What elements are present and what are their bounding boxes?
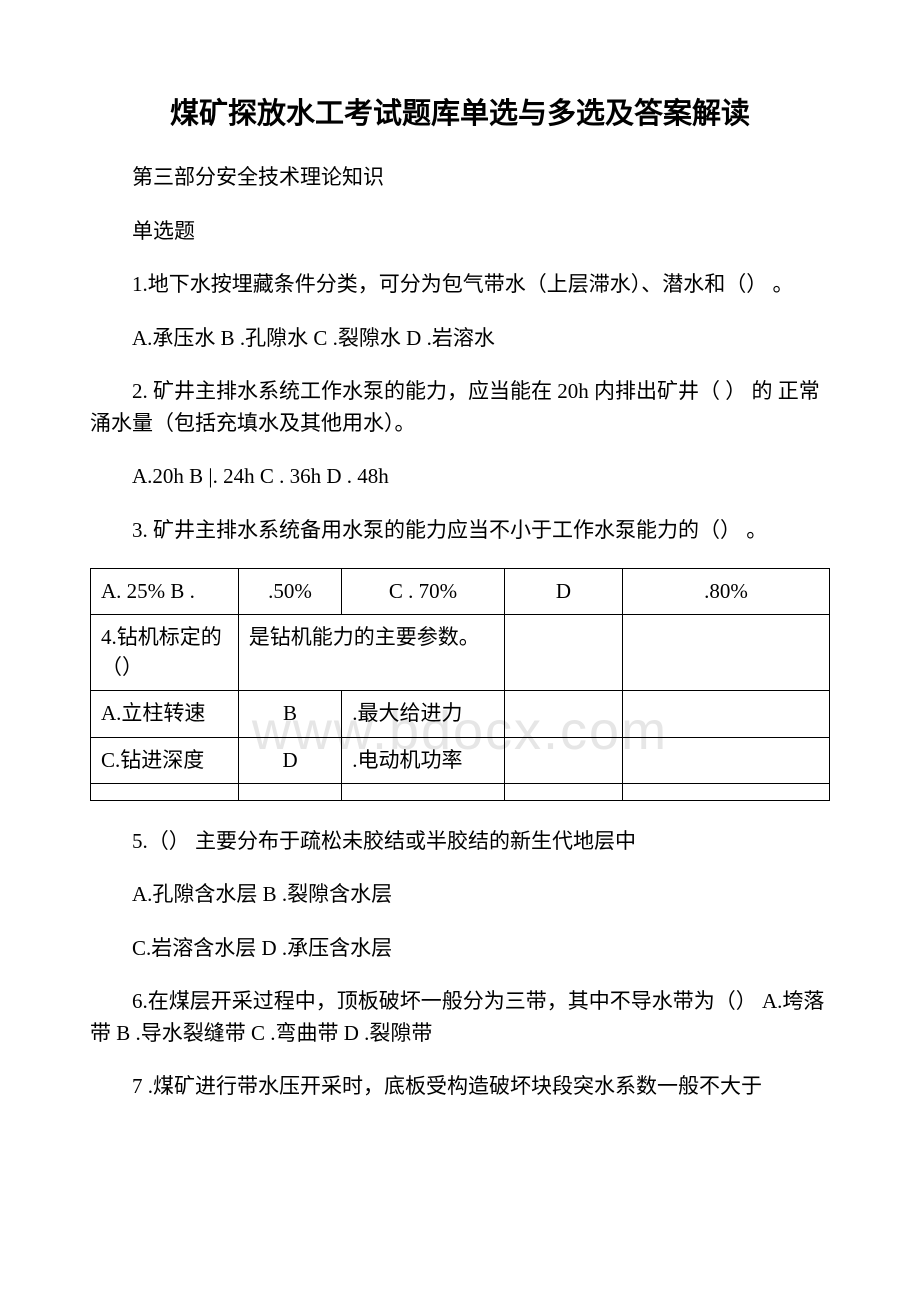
question-5-options-a: A.孔隙含水层 B .裂隙含水层	[90, 879, 830, 911]
table-row: A.立柱转速 B .最大给进力	[91, 691, 830, 737]
section-heading: 第三部分安全技术理论知识	[90, 162, 830, 194]
question-5-options-b: C.岩溶含水层 D .承压含水层	[90, 933, 830, 965]
table-row: C.钻进深度 D .电动机功率	[91, 737, 830, 783]
question-2-text: 2. 矿井主排水系统工作水泵的能力，应当能在 20h 内排出矿井（ ） 的 正常…	[90, 376, 830, 439]
table-cell: B	[238, 691, 341, 737]
question-type-label: 单选题	[90, 216, 830, 248]
table-cell: .电动机功率	[342, 737, 505, 783]
document-content: 煤矿探放水工考试题库单选与多选及答案解读 第三部分安全技术理论知识 单选题 1.…	[90, 90, 830, 1103]
question-2-options: A.20h B |. 24h C . 36h D . 48h	[90, 461, 830, 493]
table-cell	[504, 615, 622, 691]
table-row: A. 25% B . .50% C . 70% D .80%	[91, 569, 830, 615]
table-cell: D	[238, 737, 341, 783]
question-1-options: A.承压水 B .孔隙水 C .裂隙水 D .岩溶水	[90, 323, 830, 355]
table-cell: C . 70%	[342, 569, 505, 615]
table-cell	[504, 783, 622, 800]
table-cell: 4.钻机标定的（）	[91, 615, 239, 691]
table-cell: C.钻进深度	[91, 737, 239, 783]
table-cell	[504, 737, 622, 783]
options-table: A. 25% B . .50% C . 70% D .80% 4.钻机标定的（）…	[90, 568, 830, 801]
table-cell: .50%	[238, 569, 341, 615]
table-cell	[623, 737, 830, 783]
table-row: 4.钻机标定的（） 是钻机能力的主要参数。	[91, 615, 830, 691]
table-cell: D	[504, 569, 622, 615]
table-cell	[504, 691, 622, 737]
table-cell	[623, 691, 830, 737]
question-3-text: 3. 矿井主排水系统备用水泵的能力应当不小于工作水泵能力的（） 。	[90, 515, 830, 547]
table-row	[91, 783, 830, 800]
table-cell	[238, 783, 341, 800]
question-6-text: 6.在煤层开采过程中，顶板破坏一般分为三带，其中不导水带为（） A.垮落带 B …	[90, 986, 830, 1049]
table-cell	[91, 783, 239, 800]
question-5-text: 5.（） 主要分布于疏松未胶结或半胶结的新生代地层中	[90, 826, 830, 858]
table-cell	[342, 783, 505, 800]
table-cell: .80%	[623, 569, 830, 615]
question-7-text: 7 .煤矿进行带水压开采时，底板受构造破坏块段突水系数一般不大于	[90, 1071, 830, 1103]
document-title: 煤矿探放水工考试题库单选与多选及答案解读	[90, 90, 830, 132]
table-cell: A.立柱转速	[91, 691, 239, 737]
table-cell: A. 25% B .	[91, 569, 239, 615]
table-cell	[623, 783, 830, 800]
table-cell	[623, 615, 830, 691]
table-cell: 是钻机能力的主要参数。	[238, 615, 504, 691]
question-1-text: 1.地下水按埋藏条件分类，可分为包气带水（上层滞水）、潜水和（） 。	[90, 269, 830, 301]
table-cell: .最大给进力	[342, 691, 505, 737]
